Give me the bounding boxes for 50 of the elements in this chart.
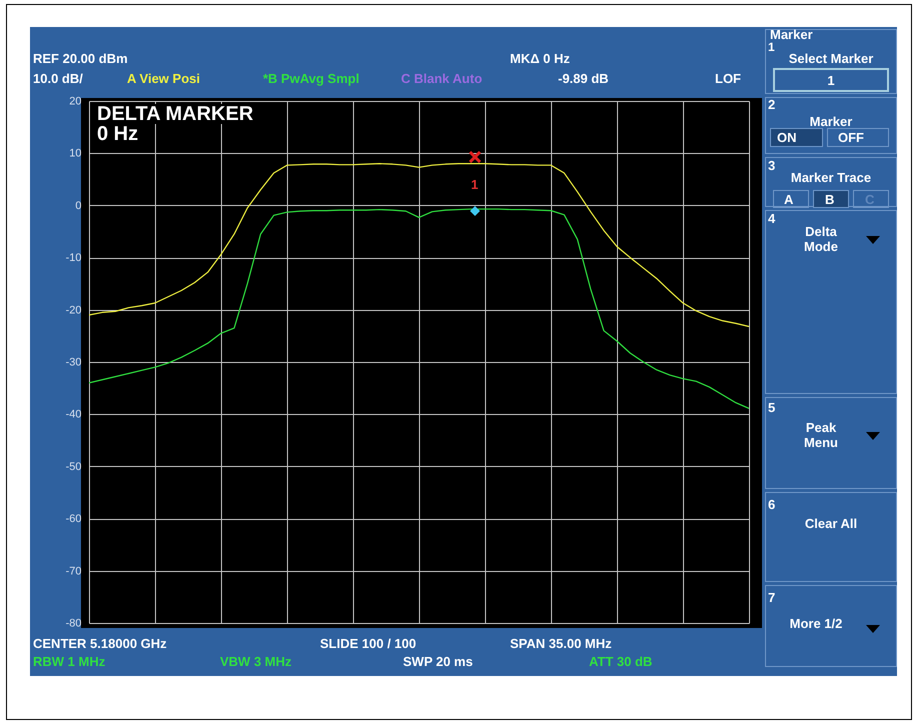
annotation: 1 — [471, 177, 478, 192]
text: Select Marker — [788, 51, 874, 66]
text: SPAN 35.00 MHz — [510, 636, 612, 651]
text: CENTER 5.18000 GHz — [33, 636, 167, 651]
text: VBW 3 MHz — [220, 654, 292, 669]
text: ATT 30 dB — [589, 654, 652, 669]
text: SWP 20 ms — [403, 654, 473, 669]
y-tick-label: 20 — [69, 96, 82, 108]
chart-title: DELTA MARKER — [95, 103, 256, 125]
y-tick-label: -10 — [66, 252, 82, 264]
text: ON — [777, 130, 796, 145]
text: 3 — [768, 158, 776, 173]
text: Peak Menu — [803, 420, 839, 450]
y-tick-label: 10 — [69, 148, 82, 160]
text: Delta Mode — [803, 224, 839, 254]
y-tick-label: -60 — [66, 513, 82, 526]
y-tick-label: -20 — [66, 304, 82, 316]
text: 0 Hz — [95, 123, 140, 145]
text: 4 — [768, 211, 776, 226]
text: SLIDE 100 / 100 — [320, 636, 416, 651]
text: MKΔ 0 Hz — [510, 51, 570, 66]
text: More 1/2 — [788, 616, 844, 631]
y-tick-label: -30 — [66, 356, 82, 368]
text: REF 20.00 dBm — [33, 51, 128, 66]
y-tick-label: -40 — [66, 408, 82, 421]
text: Marker Trace — [790, 170, 872, 185]
text: Marker — [770, 27, 813, 42]
text: A — [784, 192, 794, 207]
y-tick-label: -80 — [66, 618, 82, 630]
text: LOF — [715, 71, 741, 86]
text: C Blank Auto — [401, 71, 482, 86]
text: 6 — [768, 497, 776, 512]
line-series — [89, 163, 749, 328]
text: 10.0 dB/ — [33, 71, 83, 86]
text: 2 — [768, 97, 776, 112]
y-tick-label: 0 — [75, 200, 82, 212]
y-tick-label: -70 — [66, 565, 82, 578]
text: B — [825, 192, 834, 207]
text: A View Posi — [127, 71, 200, 86]
text: OFF — [838, 130, 864, 145]
text: RBW 1 MHz — [33, 654, 106, 669]
text: -9.89 dB — [558, 71, 609, 86]
text: 1 — [768, 40, 775, 55]
text: 1 — [826, 73, 836, 88]
text: Marker — [808, 114, 854, 129]
text: 7 — [768, 590, 776, 605]
y-tick-label: -50 — [66, 460, 82, 473]
text: *B PwAvg Smpl — [263, 71, 360, 86]
text: Clear All — [804, 516, 858, 531]
text: 5 — [768, 400, 776, 415]
